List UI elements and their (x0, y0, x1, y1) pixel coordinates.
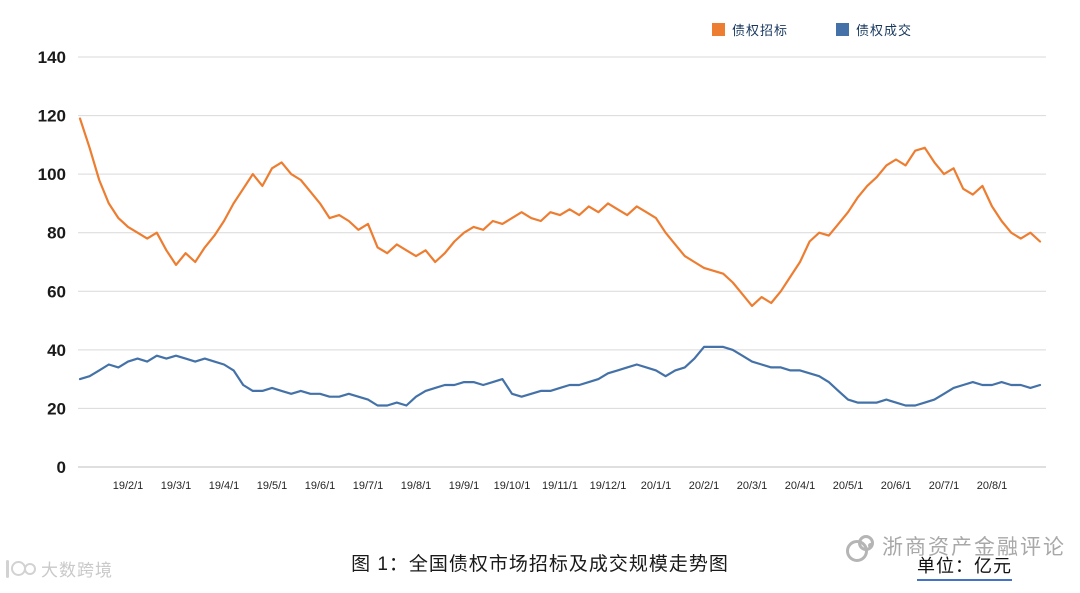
trend-chart: 0 20 40 60 80 100 120 140 19/2/1 19/3/1 19/4/1 19/5… (38, 48, 1046, 492)
x-tick-label: 20/1/1 (641, 480, 672, 492)
unit-label: 单位：亿元 (917, 552, 1012, 581)
tender-swatch-icon (712, 23, 725, 36)
series-line-deal (78, 345, 1042, 407)
x-tick-label: 19/5/1 (257, 480, 288, 492)
watermark-left-text: 大数跨境 (41, 561, 113, 580)
chart-legend: 债权招标 债权成交 (712, 20, 912, 39)
x-tick-label: 20/5/1 (833, 480, 864, 492)
legend-item-deal: 债权成交 (836, 20, 912, 39)
trend-chart-svg: 0 20 40 60 80 100 120 140 19/2/1 19/3/1 19/4/1 19/5… (38, 48, 1046, 492)
x-tick-label: 19/11/1 (542, 480, 578, 492)
x-tick-label: 19/10/1 (494, 480, 531, 492)
legend-label-tender: 债权招标 (732, 23, 789, 38)
x-tick-label: 20/8/1 (977, 480, 1008, 492)
watermark-right-text: 浙商资产金融评论 (882, 536, 1066, 559)
y-tick-label: 40 (47, 341, 66, 360)
watermark-right: 浙商资产金融评论 (844, 531, 1066, 562)
y-tick-label: 100 (38, 165, 66, 184)
x-tick-label: 19/8/1 (401, 480, 432, 492)
series-line-tender (78, 117, 1042, 307)
y-tick-label: 120 (38, 107, 66, 126)
x-tick-label: 20/3/1 (737, 480, 768, 492)
y-tick-label: 60 (47, 282, 66, 301)
y-tick-label: 20 (47, 399, 66, 418)
deal-swatch-icon (836, 23, 850, 36)
y-tick-label: 140 (38, 48, 66, 67)
dashu-logo-icon (6, 559, 36, 578)
x-tick-label: 20/2/1 (689, 480, 720, 492)
x-tick-label: 19/9/1 (449, 480, 480, 492)
x-tick-label: 19/2/1 (113, 480, 144, 492)
x-tick-label: 19/4/1 (209, 480, 240, 492)
y-tick-label: 0 (57, 458, 66, 477)
x-tick-label: 20/6/1 (881, 480, 912, 492)
sheep-logo-icon (844, 534, 874, 562)
x-tick-label: 19/3/1 (161, 480, 192, 492)
watermark-left: 大数跨境 (6, 556, 113, 581)
x-tick-label: 19/6/1 (305, 480, 336, 492)
legend-item-tender: 债权招标 (712, 20, 788, 39)
x-tick-label: 20/4/1 (785, 480, 816, 492)
figure-caption: 图 1：全国债权市场招标及成交规模走势图 (351, 554, 729, 575)
x-tick-label: 19/7/1 (353, 480, 384, 492)
y-tick-label: 80 (47, 224, 66, 243)
x-tick-label: 20/7/1 (929, 480, 960, 492)
legend-label-deal: 债权成交 (856, 23, 913, 38)
x-tick-label: 19/12/1 (590, 480, 627, 492)
